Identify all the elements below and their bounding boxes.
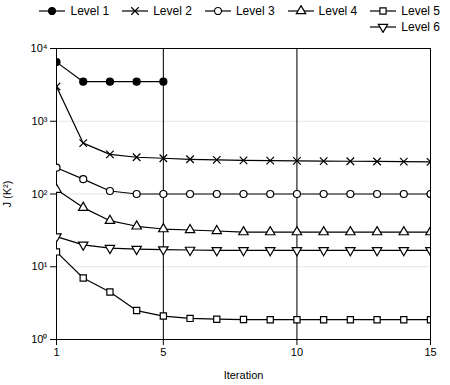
svg-text:Iteration: Iteration: [224, 369, 264, 381]
svg-text:10¹: 10¹: [32, 260, 48, 272]
html-text:Level 2: Level 2: [153, 4, 192, 18]
svg-text:10⁰: 10⁰: [31, 333, 47, 345]
html-text:Level 5: Level 5: [401, 4, 440, 18]
svg-text:15: 15: [424, 346, 436, 358]
svg-text:10: 10: [291, 346, 303, 358]
svg-text:1: 1: [53, 346, 59, 358]
svg-text:J (K²): J (K²): [1, 181, 13, 208]
svg-text:10³: 10³: [32, 115, 48, 127]
svg-text:5: 5: [160, 346, 166, 358]
svg-text:10⁴: 10⁴: [31, 42, 48, 54]
svg-text:10²: 10²: [32, 188, 48, 200]
html-text:Level 3: Level 3: [235, 4, 275, 18]
html-text:Level 6: Level 6: [401, 20, 440, 34]
html-text:Level 1: Level 1: [70, 4, 110, 18]
html-text:Level 4: Level 4: [318, 4, 358, 18]
